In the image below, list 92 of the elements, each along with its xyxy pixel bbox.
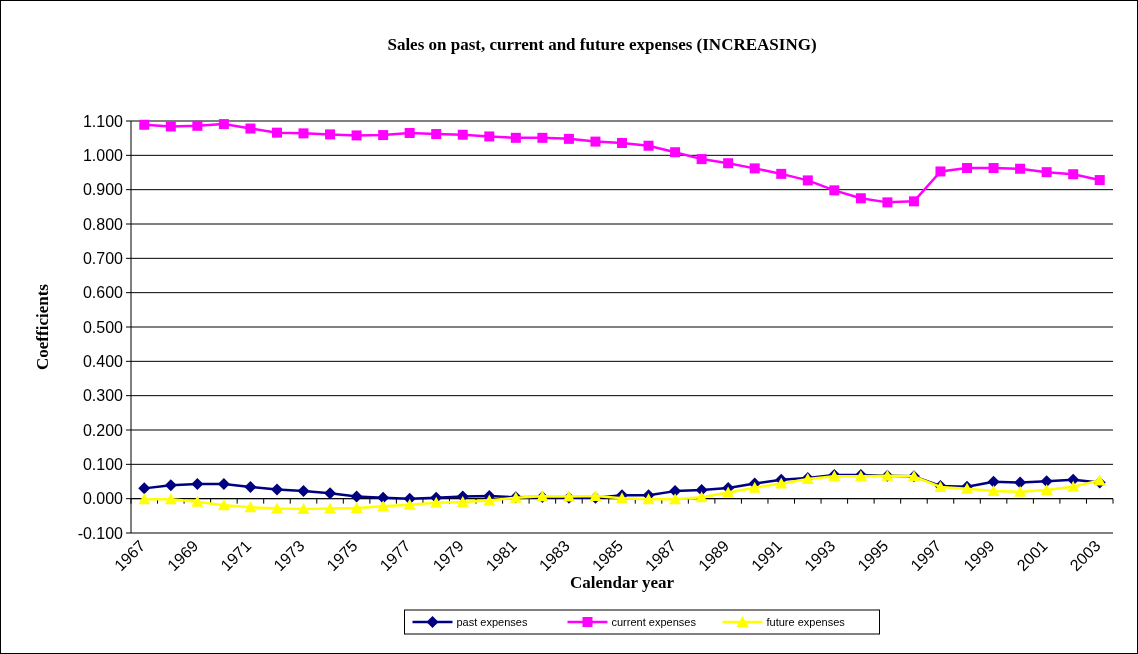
y-tick-label: 0.700: [82, 249, 124, 267]
y-tick-label: -0.100: [77, 524, 124, 542]
point: [695, 491, 708, 503]
point: [1014, 485, 1027, 497]
point: [431, 129, 442, 140]
y-tick-label: 0.400: [82, 352, 124, 370]
point: [1067, 480, 1080, 492]
point: [802, 175, 813, 186]
point: [244, 501, 257, 513]
point: [218, 119, 229, 130]
point: [590, 136, 601, 147]
point: [270, 483, 283, 496]
y-tick-label: 0.300: [82, 387, 124, 405]
point: [271, 127, 282, 138]
point: [165, 121, 176, 132]
y-tick-label: 0.200: [82, 421, 124, 439]
point: [270, 502, 283, 514]
point: [987, 485, 1000, 497]
point: [1015, 163, 1026, 174]
point: [377, 500, 390, 512]
y-tick-label: 1.000: [82, 146, 124, 164]
chart-title: Sales on past, current and future expenses (INCREASING): [387, 35, 817, 54]
point: [456, 496, 469, 508]
point: [138, 493, 151, 505]
point: [696, 154, 707, 165]
point: [245, 123, 256, 134]
point: [670, 147, 681, 158]
point: [962, 163, 973, 174]
y-tick-label: 1.100: [82, 112, 124, 130]
point: [191, 477, 204, 490]
point: [935, 166, 946, 177]
y-tick-label: 0.100: [82, 455, 124, 473]
point: [404, 128, 415, 139]
point: [350, 501, 363, 513]
point: [669, 493, 682, 505]
point: [829, 185, 840, 196]
point: [882, 197, 893, 208]
x-axis-title: Calendar year: [569, 573, 675, 592]
point: [510, 132, 521, 143]
y-tick-label: 0.800: [82, 215, 124, 233]
point: [563, 133, 574, 144]
point: [430, 496, 443, 508]
point: [1040, 484, 1053, 496]
point: [722, 486, 735, 498]
y-tick-label: 0.900: [82, 181, 124, 199]
legend-label: past expenses: [456, 615, 528, 628]
point: [324, 487, 337, 500]
legend-label: current expenses: [611, 615, 697, 628]
point: [483, 494, 496, 506]
point: [855, 193, 866, 204]
legend-label: future expenses: [766, 615, 846, 628]
point: [244, 480, 257, 493]
point: [617, 137, 627, 148]
point: [987, 475, 1000, 488]
y-tick-label: 0.000: [82, 490, 124, 508]
point: [484, 131, 495, 142]
point: [351, 130, 362, 141]
point: [1094, 175, 1105, 186]
point: [164, 479, 177, 492]
point: [217, 499, 230, 511]
point: [642, 493, 655, 505]
point: [139, 119, 150, 130]
point: [723, 158, 734, 169]
point: [297, 502, 310, 514]
point: [1014, 476, 1027, 489]
point: [298, 128, 309, 139]
point: [1040, 475, 1053, 488]
point: [403, 498, 416, 510]
point: [192, 120, 203, 131]
point: [378, 130, 389, 141]
point: [191, 495, 204, 507]
point: [1068, 169, 1079, 180]
point: [749, 163, 760, 174]
point: [324, 502, 337, 514]
point: [350, 490, 363, 503]
point: [164, 493, 177, 505]
point: [775, 477, 788, 489]
point: [138, 482, 151, 495]
point: [537, 132, 548, 143]
point: [325, 129, 336, 140]
point: [643, 140, 654, 151]
point: [377, 491, 390, 504]
point: [1041, 167, 1052, 178]
point: [457, 129, 468, 140]
y-tick-label: 0.600: [82, 284, 124, 302]
point: [988, 163, 999, 174]
point: [297, 485, 310, 498]
point: [908, 196, 919, 207]
point: [748, 481, 761, 493]
y-tick-label: 0.500: [82, 318, 124, 336]
y-axis-title: Coefficients: [33, 283, 52, 370]
point: [776, 168, 787, 179]
